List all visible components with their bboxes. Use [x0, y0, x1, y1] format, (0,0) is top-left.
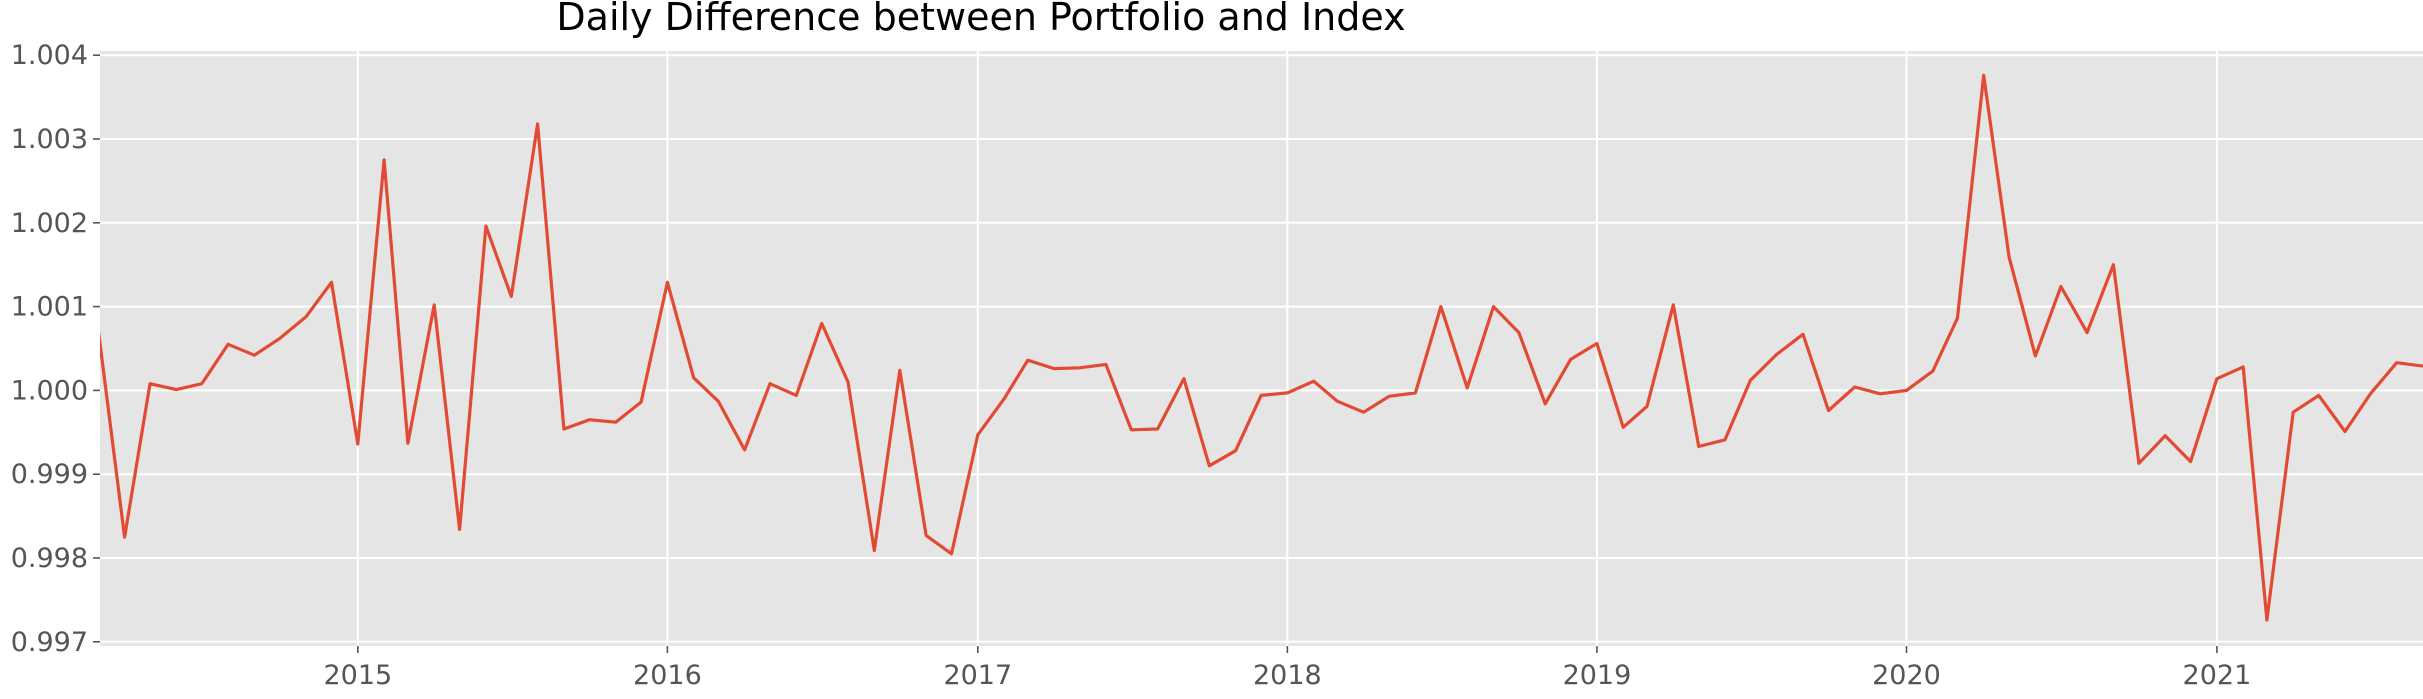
- x-tick-label: 2016: [633, 660, 702, 691]
- y-tick-label: 1.001: [11, 292, 88, 323]
- x-tick-label: 2018: [1253, 660, 1322, 691]
- series-line: [100, 73, 2423, 622]
- x-tick-label: 2019: [1563, 660, 1632, 691]
- chart-title: Daily Difference between Portfolio and I…: [556, 0, 1405, 39]
- series-group: [100, 73, 2423, 622]
- y-axis: 0.997 0.998 0.999 1.000 1.001 1.002 1.003 1.004: [11, 40, 100, 658]
- x-tick-label: 2020: [1872, 660, 1941, 691]
- y-tick-label: 0.997: [11, 627, 88, 658]
- y-tick-label: 0.998: [11, 543, 88, 574]
- y-tick-label: 1.000: [11, 375, 88, 406]
- x-axis: 2015 2016 2017 2018 2019 2020 2021: [323, 646, 2251, 691]
- x-tick-label: 2015: [323, 660, 392, 691]
- y-tick-label: 1.004: [11, 40, 88, 71]
- plot-area: [100, 51, 2423, 646]
- y-tick-label: 1.002: [11, 208, 88, 239]
- y-tick-label: 0.999: [11, 459, 88, 490]
- x-tick-label: 2021: [2183, 660, 2252, 691]
- y-tick-label: 1.003: [11, 124, 88, 155]
- x-tick-label: 2017: [943, 660, 1012, 691]
